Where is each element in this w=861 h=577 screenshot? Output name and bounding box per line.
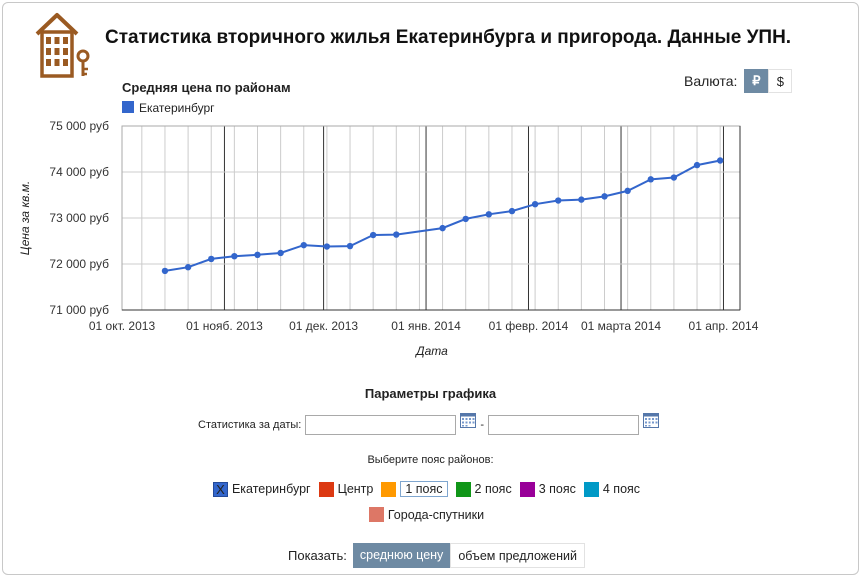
data-point [578,196,585,203]
y-tick-label: 72 000 руб [49,257,109,271]
x-tick-label: 01 окт. 2013 [89,319,156,333]
data-point [323,243,331,250]
house-key-logo [35,13,90,78]
zone-title: Выберите пояс районов: [367,454,494,466]
page-title: Статистика вторичного жилья Екатеринбург… [105,27,792,48]
calendar-icon[interactable] [460,412,477,428]
zone-label: 1 пояс [400,481,448,497]
currency-label: Валюта: [684,73,738,89]
x-tick-label: 01 февр. 2014 [489,319,569,333]
zone-option-satellite-cities[interactable]: Города-спутники [368,507,485,522]
x-tick-label: 01 апр. 2014 [689,319,759,333]
chart-title: Средняя цена по районам [122,80,291,95]
zone-option-belt-2[interactable]: 2 пояс [455,481,512,497]
calendar-icon[interactable] [643,412,660,428]
zone-checkbox-group: X Екатеринбург Центр 1 пояс 2 пояс 3 поя… [0,481,861,497]
zone-checkbox-group-row2: Города-спутники [0,507,861,522]
data-point [277,249,284,257]
legend-swatch [122,101,134,113]
zone-option-ekaterinburg[interactable]: X Екатеринбург [212,481,311,497]
data-point [601,193,608,200]
data-point [624,187,631,195]
data-point [231,252,238,260]
currency-usd-button[interactable]: $ [768,69,793,93]
date-to-input[interactable] [488,415,640,435]
series-line-ekaterinburg [164,159,721,272]
zone-checkbox[interactable] [368,507,384,522]
data-point [693,161,701,169]
date-from-input[interactable] [305,415,457,435]
data-point [300,241,307,249]
data-point [555,197,562,204]
y-axis-title: Цена за кв.м. [18,181,32,256]
show-label: Показать: [288,548,347,563]
zone-checkbox[interactable]: X [212,481,228,497]
data-point [393,231,400,238]
data-point [369,231,377,239]
data-point [184,264,192,271]
zone-checkbox[interactable] [519,481,535,497]
date-range-dash: - [480,419,485,431]
data-point [462,215,469,223]
zone-label: Центр [337,482,374,496]
zone-checkbox[interactable] [455,481,471,497]
x-tick-label: 01 нояб. 2013 [186,319,263,333]
data-point [485,211,493,218]
zone-label: 2 пояс [474,482,512,496]
data-point [208,255,215,263]
price-line-chart: Средняя цена по районам Екатеринбург 75 … [18,80,759,358]
zone-option-belt-1[interactable]: 1 пояс [381,481,448,497]
zone-label: Екатеринбург [231,482,311,496]
data-point [670,174,678,181]
zone-option-center[interactable]: Центр [318,481,374,497]
y-tick-label: 75 000 руб [49,119,109,133]
show-supply-volume-button[interactable]: объем предложений [450,543,585,568]
x-tick-label: 01 дек. 2013 [289,319,358,333]
date-range-row: Статистика за даты: - [198,412,663,435]
x-axis-title: Дата [414,344,448,358]
currency-rub-button[interactable]: ₽ [744,69,769,93]
zone-checkbox[interactable] [318,481,334,497]
zone-label: 3 пояс [538,482,576,496]
legend-label: Екатеринбург [139,101,215,115]
zone-label: Города-спутники [387,507,485,522]
dates-label: Статистика за даты: [198,419,302,431]
data-point [647,176,654,183]
y-tick-label: 74 000 руб [49,165,109,179]
data-point [161,267,169,275]
data-point [439,224,446,232]
zone-checkbox[interactable] [381,481,397,497]
zone-option-belt-3[interactable]: 3 пояс [519,481,576,497]
data-point [508,207,516,215]
zone-checkbox[interactable] [583,481,599,497]
zone-option-belt-4[interactable]: 4 пояс [583,481,641,497]
params-title: Параметры графика [364,386,497,401]
data-point [346,242,354,250]
x-tick-label: 01 марта 2014 [581,319,661,333]
zone-label: 4 пояс [602,482,641,496]
data-point [254,251,261,258]
y-tick-label: 71 000 руб [49,303,109,317]
show-avg-price-button[interactable]: среднюю цену [352,543,451,568]
show-mode-switcher: Показать: среднюю цену объем предложений [288,543,585,568]
data-point [531,201,539,208]
data-point [716,157,724,164]
y-tick-label: 73 000 руб [49,211,109,225]
x-tick-label: 01 янв. 2014 [391,319,461,333]
currency-switcher: Валюта: ₽ $ [684,69,793,93]
